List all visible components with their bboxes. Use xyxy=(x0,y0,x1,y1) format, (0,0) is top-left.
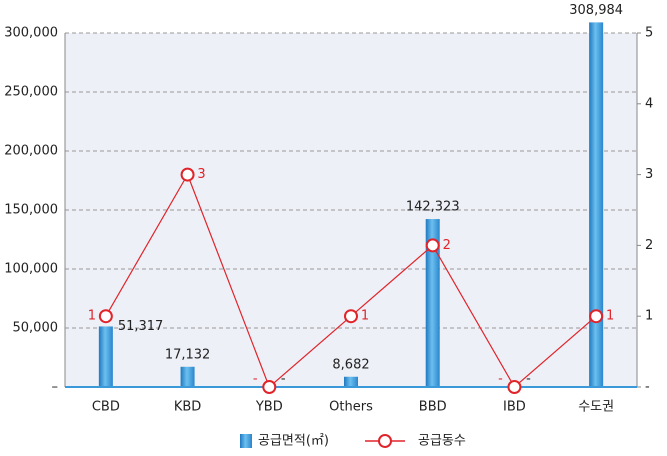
bar xyxy=(180,366,195,387)
y2-tick-label: 3 xyxy=(645,167,653,182)
legend-label: 공급면적(㎡) xyxy=(258,434,329,449)
bar xyxy=(344,376,358,387)
y2-tick-label: - xyxy=(645,380,650,395)
legend-swatch xyxy=(240,434,252,448)
bar-label: - xyxy=(526,372,531,387)
y2-tick-label: 4 xyxy=(645,96,653,111)
line-label: 3 xyxy=(197,167,205,182)
legend-label: 공급동수 xyxy=(418,434,466,449)
line-label: 1 xyxy=(88,309,96,324)
line-point xyxy=(507,380,522,394)
bar xyxy=(98,326,113,387)
line-point xyxy=(262,380,277,394)
y-tick-label: 50,000 xyxy=(13,321,59,336)
x-tick-label: Others xyxy=(329,400,373,415)
x-tick-label: CBD xyxy=(92,400,120,415)
bar-label: 142,323 xyxy=(406,200,460,215)
line-label: - xyxy=(253,372,258,387)
y2-tick-label: 2 xyxy=(645,238,653,253)
bar xyxy=(589,22,604,388)
line-label: 2 xyxy=(443,238,451,253)
x-tick-label: YBD xyxy=(255,400,283,415)
line-point xyxy=(589,309,604,324)
x-tick-label: KBD xyxy=(174,400,201,415)
line-label: 1 xyxy=(361,309,369,324)
x-tick-label: 수도권 xyxy=(578,400,614,415)
y2-tick-label: 1 xyxy=(645,309,653,324)
bar xyxy=(425,219,440,387)
x-tick-label: BBD xyxy=(419,400,447,415)
line-point xyxy=(344,309,358,324)
y2-tick-label: 5 xyxy=(645,26,653,41)
line-label: 1 xyxy=(606,309,614,324)
bar-label: 51,317 xyxy=(118,319,164,334)
legend-marker xyxy=(378,434,392,448)
line-point xyxy=(180,167,195,182)
y-tick-label: 100,000 xyxy=(4,262,58,277)
y-tick-label: – xyxy=(52,380,59,395)
y-tick-label: 300,000 xyxy=(4,26,58,41)
line-label: - xyxy=(498,372,503,387)
bar-label: 8,682 xyxy=(332,357,369,372)
line-point xyxy=(425,238,440,253)
y-tick-label: 250,000 xyxy=(4,85,58,100)
y-tick-label: 150,000 xyxy=(4,203,58,218)
bar-label: 308,984 xyxy=(569,3,623,18)
bar-label: 17,132 xyxy=(165,347,211,362)
bar-label: - xyxy=(281,372,286,387)
x-tick-label: IBD xyxy=(503,400,526,415)
line-point xyxy=(98,309,113,324)
y-tick-label: 200,000 xyxy=(4,144,58,159)
